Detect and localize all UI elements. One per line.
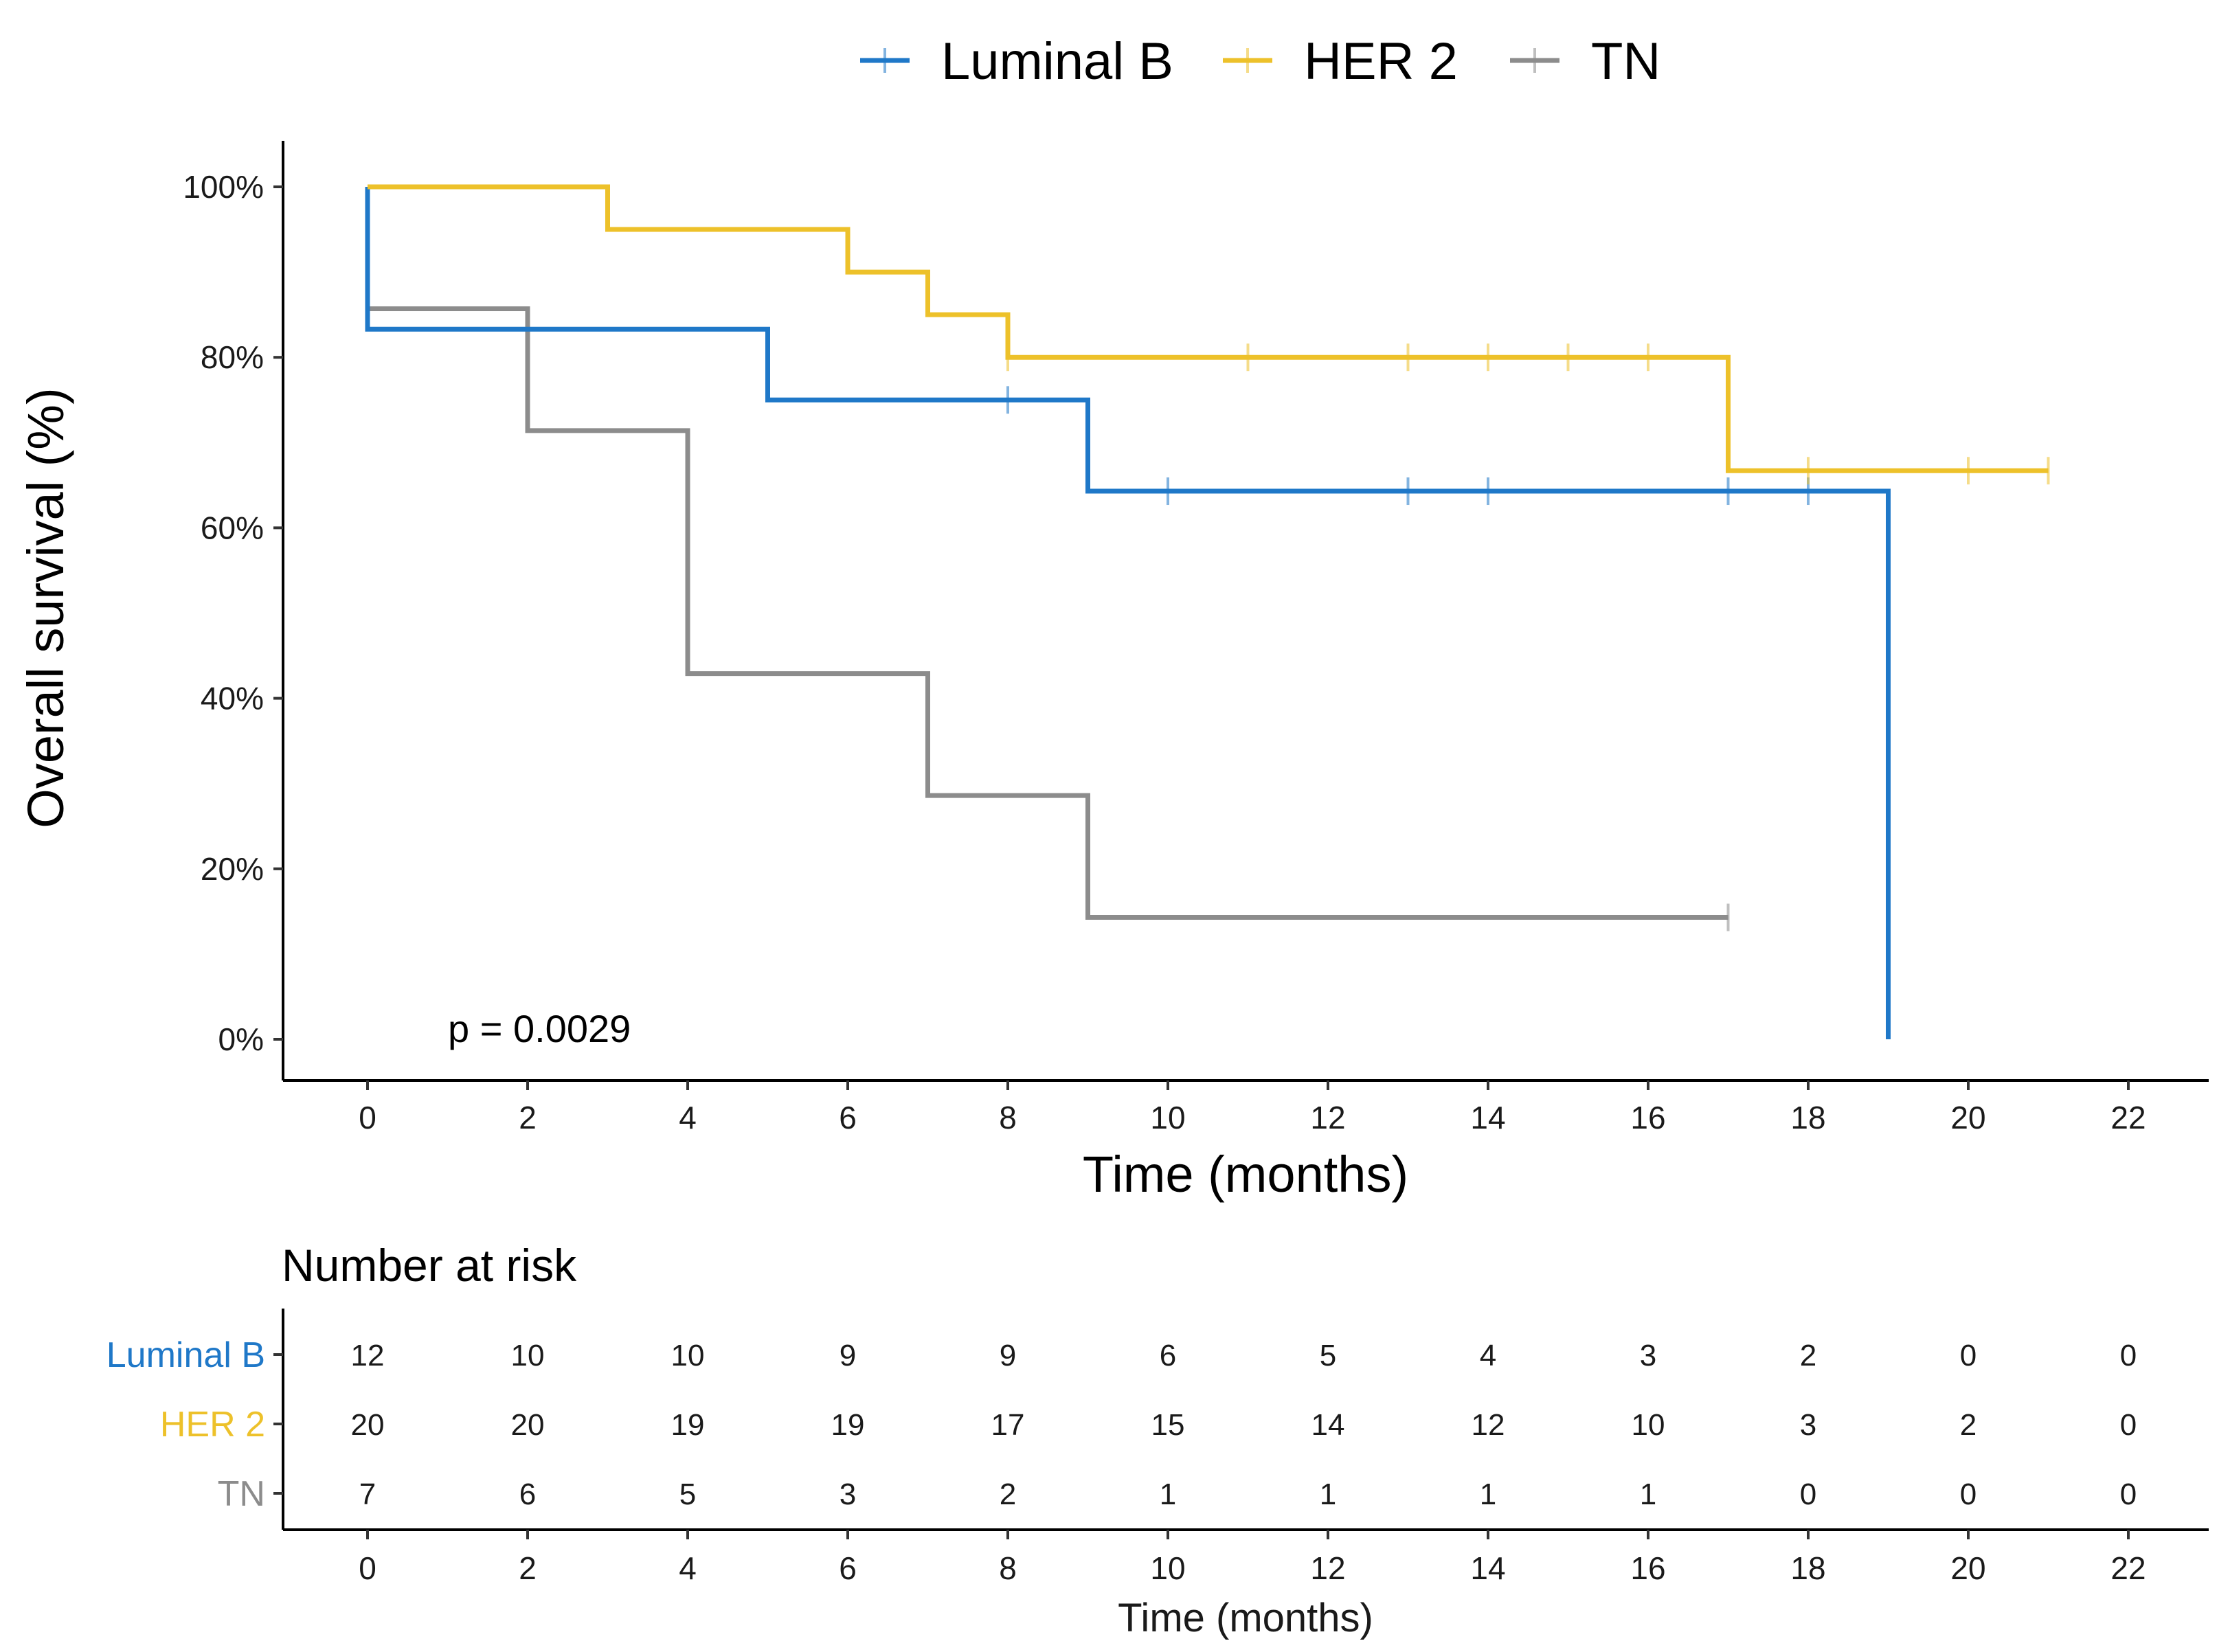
y-tick-label: 80% [201, 339, 264, 375]
risk-x-axis-title: Time (months) [1118, 1596, 1373, 1640]
survival-plot: 0% 20% 40% 60% 80% 100% 0 2 4 6 8 10 12 14 16 18 20 22 p … [17, 141, 2209, 1203]
risk-cell: 9 [840, 1339, 856, 1372]
risk-cell: 1 [1640, 1478, 1656, 1511]
x-tick-label: 22 [2110, 1100, 2145, 1135]
curve-her-2 [368, 184, 2049, 473]
risk-cell: 9 [1000, 1339, 1016, 1372]
risk-cell: 19 [831, 1408, 865, 1442]
risk-x-tick-label: 6 [839, 1550, 857, 1586]
x-tick-label: 10 [1150, 1100, 1185, 1135]
risk-cell: 10 [1632, 1408, 1665, 1442]
curve-tn [365, 187, 1728, 920]
main-axes: 0% 20% 40% 60% 80% 100% 0 2 4 6 8 10 12 14 16 18 20 22 [183, 141, 2209, 1135]
risk-x-tick-label: 10 [1150, 1550, 1185, 1586]
y-tick-label: 60% [201, 510, 264, 545]
risk-cell: 5 [679, 1478, 696, 1511]
p-value-annotation: p = 0.0029 [448, 1007, 631, 1050]
risk-cell: 0 [2120, 1408, 2137, 1442]
risk-cell: 1 [1160, 1478, 1176, 1511]
risk-cell: 15 [1151, 1408, 1185, 1442]
risk-cell: 14 [1311, 1408, 1345, 1442]
legend-label: Luminal B [941, 32, 1173, 91]
x-tick-label: 12 [1310, 1100, 1345, 1135]
risk-x-tick-label: 18 [1790, 1550, 1825, 1586]
risk-cell: 0 [1960, 1478, 1976, 1511]
risk-cell: 2 [1000, 1478, 1016, 1511]
y-tick-label: 20% [201, 851, 264, 887]
risk-cell: 2 [1960, 1408, 1976, 1442]
risk-cell: 3 [840, 1478, 856, 1511]
risk-table-title: Number at risk [282, 1240, 577, 1291]
risk-row-her-2: HER 2 20 20 19 19 17 15 14 12 10 3 2 0 [160, 1405, 2137, 1445]
risk-cell: 12 [1472, 1408, 1505, 1442]
x-axis-title: Time (months) [1083, 1146, 1408, 1203]
risk-cell: 1 [1320, 1478, 1336, 1511]
legend-item-tn: TN [1510, 32, 1660, 91]
risk-cell: 6 [519, 1478, 536, 1511]
legend: Luminal B HER 2 TN [860, 32, 1660, 91]
risk-cell: 3 [1640, 1339, 1656, 1372]
legend-label: HER 2 [1304, 32, 1458, 91]
x-tick-label: 2 [519, 1100, 537, 1135]
risk-x-tick-label: 20 [1950, 1550, 1985, 1586]
y-axis-title: Overall survival (%) [17, 387, 74, 828]
series-luminal-b [365, 187, 1891, 1039]
risk-x-tick-label: 2 [519, 1550, 537, 1586]
risk-table-axes: 0 2 4 6 8 10 12 14 16 18 20 22 [282, 1309, 2209, 1586]
curve-luminal-b [365, 187, 1891, 1039]
legend-label: TN [1591, 32, 1660, 91]
risk-cell: 10 [511, 1339, 545, 1372]
risk-cell: 0 [2120, 1478, 2137, 1511]
risk-cell: 3 [1800, 1408, 1816, 1442]
legend-item-luminal-b: Luminal B [860, 32, 1173, 91]
risk-cell: 20 [351, 1408, 385, 1442]
risk-cell: 5 [1320, 1339, 1336, 1372]
survival-curves [365, 184, 2050, 1039]
risk-row-luminal-b: Luminal B 12 10 10 9 9 6 5 4 3 2 0 0 [106, 1335, 2137, 1375]
risk-x-tick-label: 8 [999, 1550, 1017, 1586]
risk-x-tick-label: 4 [679, 1550, 697, 1586]
risk-x-tick-label: 12 [1310, 1550, 1345, 1586]
risk-cell: 17 [991, 1408, 1025, 1442]
x-tick-label: 4 [679, 1100, 697, 1135]
risk-cell: 19 [671, 1408, 705, 1442]
risk-table: Number at risk 0 2 4 6 8 10 12 14 16 18 20 22 Lumin… [106, 1240, 2209, 1640]
risk-cell: 10 [671, 1339, 705, 1372]
series-tn [365, 187, 1730, 931]
risk-cell: 4 [1480, 1339, 1496, 1372]
legend-item-her-2: HER 2 [1223, 32, 1458, 91]
y-tick-label: 100% [183, 169, 264, 205]
risk-cell: 0 [1960, 1339, 1976, 1372]
risk-x-tick-label: 0 [359, 1550, 376, 1586]
x-tick-label: 18 [1790, 1100, 1825, 1135]
risk-x-tick-label: 22 [2110, 1550, 2145, 1586]
risk-row-label: TN [218, 1474, 265, 1514]
y-tick-label: 0% [218, 1021, 264, 1057]
y-tick-label: 40% [201, 681, 264, 716]
risk-cell: 12 [351, 1339, 385, 1372]
x-tick-label: 20 [1950, 1100, 1985, 1135]
risk-cell: 20 [511, 1408, 545, 1442]
risk-x-tick-label: 14 [1470, 1550, 1505, 1586]
risk-row-tn: TN 7 6 5 3 2 1 1 1 1 0 0 0 [218, 1474, 2137, 1514]
risk-cell: 0 [1800, 1478, 1816, 1511]
risk-cell: 1 [1480, 1478, 1496, 1511]
x-tick-label: 14 [1470, 1100, 1505, 1135]
risk-row-label: Luminal B [106, 1335, 265, 1375]
risk-cell: 0 [2120, 1339, 2137, 1372]
series-her-2 [368, 184, 2050, 485]
x-tick-label: 6 [839, 1100, 857, 1135]
risk-row-label: HER 2 [160, 1405, 265, 1445]
risk-cell: 6 [1160, 1339, 1176, 1372]
risk-cell: 2 [1800, 1339, 1816, 1372]
risk-x-tick-label: 16 [1630, 1550, 1665, 1586]
x-tick-label: 8 [999, 1100, 1017, 1135]
x-tick-label: 0 [359, 1100, 376, 1135]
risk-cell: 7 [359, 1478, 376, 1511]
x-tick-label: 16 [1630, 1100, 1665, 1135]
